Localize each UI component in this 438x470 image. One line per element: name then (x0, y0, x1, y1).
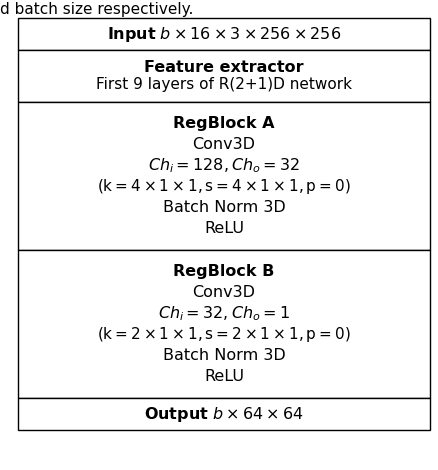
Bar (18, 18, 430, 50)
Text: Batch Norm 3D: Batch Norm 3D (162, 348, 286, 363)
Text: d batch size respectively.: d batch size respectively. (0, 2, 193, 17)
Text: Conv3D: Conv3D (192, 285, 255, 300)
Text: ReLU: ReLU (204, 221, 244, 236)
Text: Conv3D: Conv3D (192, 137, 255, 152)
Text: $\mathbf{Output}$ $b \times 64 \times 64$: $\mathbf{Output}$ $b \times 64 \times 64… (144, 405, 304, 423)
Text: $(\mathrm{k} = 2 \times 1 \times 1, \mathrm{s} = 2 \times 1 \times 1, \mathrm{p}: $(\mathrm{k} = 2 \times 1 \times 1, \mat… (97, 325, 351, 344)
Text: RegBlock A: RegBlock A (173, 116, 275, 131)
Text: RegBlock B: RegBlock B (173, 264, 275, 279)
Text: ReLU: ReLU (204, 369, 244, 384)
Text: $Ch_i = 32, Ch_o = 1$: $Ch_i = 32, Ch_o = 1$ (158, 304, 290, 323)
Text: $(\mathrm{k} = 4 \times 1 \times 1, \mathrm{s} = 4 \times 1 \times 1, \mathrm{p}: $(\mathrm{k} = 4 \times 1 \times 1, \mat… (97, 177, 351, 196)
Text: $\mathbf{Input}$ $b \times 16 \times 3 \times 256 \times 256$: $\mathbf{Input}$ $b \times 16 \times 3 \… (107, 24, 341, 44)
Bar (18, 398, 430, 430)
Bar (18, 102, 430, 250)
Text: First 9 layers of R(2+1)D network: First 9 layers of R(2+1)D network (96, 77, 352, 92)
Text: $Ch_i = 128, Ch_o = 32$: $Ch_i = 128, Ch_o = 32$ (148, 156, 300, 175)
Bar (18, 250, 430, 398)
Text: Batch Norm 3D: Batch Norm 3D (162, 200, 286, 215)
Text: Feature extractor: Feature extractor (144, 60, 304, 75)
Bar (18, 50, 430, 102)
